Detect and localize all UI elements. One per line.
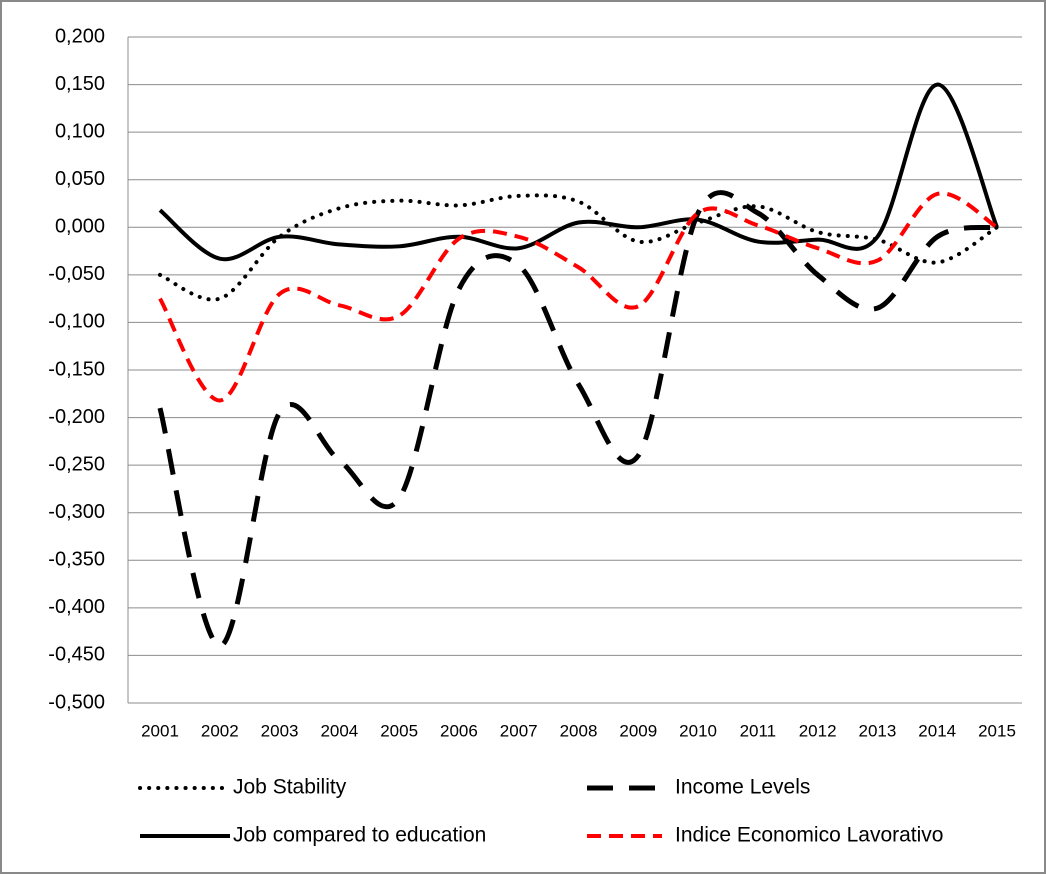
x-tick-label: 2005 — [380, 721, 418, 740]
y-tick-label: 0,000 — [55, 216, 105, 238]
legend-label: Income Levels — [675, 776, 810, 799]
x-tick-label: 2009 — [619, 721, 657, 740]
series-line — [157, 190, 998, 649]
y-tick-label: -0,350 — [48, 549, 105, 571]
legend-label: Indice Economico Lavorativo — [675, 824, 943, 847]
x-tick-label: 2014 — [918, 721, 956, 740]
series-line — [158, 82, 999, 262]
x-tick-label: 2010 — [679, 721, 717, 740]
y-tick-label: -0,200 — [48, 406, 105, 428]
x-tick-label: 2007 — [500, 721, 538, 740]
y-tick-label: -0,150 — [48, 358, 105, 380]
series-line — [158, 191, 999, 403]
y-tick-label: -0,500 — [48, 691, 105, 713]
y-tick-label: -0,400 — [48, 596, 105, 618]
x-tick-label: 2008 — [560, 721, 598, 740]
y-tick-label: -0,450 — [48, 644, 105, 666]
x-tick-label: 2013 — [859, 721, 897, 740]
x-tick-label: 2015 — [978, 721, 1016, 740]
legend-label: Job compared to education — [233, 824, 486, 847]
y-tick-label: 0,100 — [55, 120, 105, 142]
x-tick-label: 2012 — [799, 721, 837, 740]
legend-label: Job Stability — [233, 776, 347, 799]
x-tick-label: 2004 — [320, 721, 358, 740]
y-tick-label: -0,300 — [48, 501, 105, 523]
x-tick-label: 2001 — [141, 721, 179, 740]
y-tick-label: 0,200 — [55, 25, 105, 47]
x-tick-label: 2002 — [201, 721, 239, 740]
y-tick-label: -0,050 — [48, 263, 105, 285]
x-tick-label: 2003 — [261, 721, 299, 740]
x-tick-label: 2006 — [440, 721, 478, 740]
x-tick-label: 2011 — [740, 721, 777, 740]
y-tick-label: 0,050 — [55, 168, 105, 190]
y-tick-label: -0,250 — [48, 453, 105, 475]
y-tick-label: 0,150 — [55, 73, 105, 95]
y-tick-label: -0,100 — [48, 311, 105, 333]
